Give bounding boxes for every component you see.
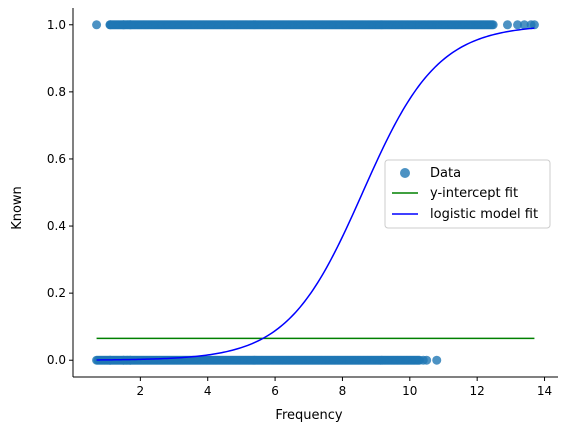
data-point	[422, 355, 432, 365]
legend: Data y-intercept fit logistic model fit	[384, 159, 551, 229]
y-tick-label: 1.0	[47, 18, 66, 32]
y-tick-label: 0.0	[47, 353, 66, 367]
data-point	[488, 20, 498, 30]
x-tick-label: 12	[470, 384, 485, 398]
y-tick-label: 0.4	[47, 219, 66, 233]
x-tick-label: 6	[271, 384, 279, 398]
data-point	[119, 20, 129, 30]
x-tick-label: 4	[204, 384, 212, 398]
y-tick-label: 0.2	[47, 286, 66, 300]
data-point	[529, 20, 539, 30]
data-point	[125, 20, 135, 30]
fit-lines	[96, 27, 535, 361]
y-tick-label: 0.8	[47, 85, 66, 99]
logistic-model-fit-line	[96, 27, 535, 361]
legend-label-data: Data	[430, 166, 461, 181]
legend-box	[384, 159, 551, 229]
y-axis-label: Known	[10, 186, 25, 230]
data-point	[502, 20, 512, 30]
x-tick-label: 8	[339, 384, 347, 398]
ticks: 2 4 6 8 10 12 14 0.0 0.2 0.4 0.6 0.8 1.0	[47, 18, 552, 398]
data-points	[92, 20, 539, 365]
x-tick-label: 10	[402, 384, 417, 398]
data-point	[519, 20, 529, 30]
y-tick-label: 0.6	[47, 152, 66, 166]
legend-label-logistic: logistic model fit	[430, 207, 538, 222]
data-point	[92, 20, 102, 30]
data-point	[513, 20, 523, 30]
x-axis-label: Frequency	[275, 408, 342, 423]
data-point	[105, 20, 115, 30]
x-tick-label: 2	[137, 384, 145, 398]
x-tick-label: 14	[537, 384, 552, 398]
legend-marker-data	[400, 168, 410, 178]
data-point	[432, 355, 442, 365]
legend-label-intercept: y-intercept fit	[430, 186, 518, 201]
